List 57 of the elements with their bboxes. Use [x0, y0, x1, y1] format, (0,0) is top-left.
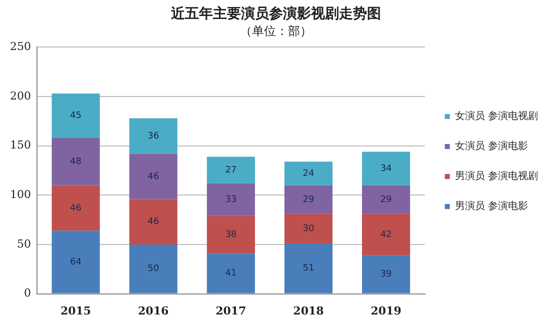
bar	[362, 214, 410, 256]
data-label: 39	[380, 270, 392, 280]
bar	[129, 118, 178, 154]
y-tick-label: 50	[16, 237, 31, 250]
data-label: 42	[380, 230, 392, 240]
data-label: 46	[70, 203, 82, 214]
data-label: 46	[148, 217, 160, 228]
data-label: 27	[225, 165, 237, 176]
legend-label: 男演员 参演电影	[454, 200, 528, 212]
bar	[284, 214, 333, 244]
y-tick-label: 200	[10, 89, 31, 102]
bar	[206, 253, 255, 294]
bar	[52, 185, 100, 231]
bar	[362, 255, 410, 294]
bar	[129, 154, 178, 200]
y-tick-label: 100	[10, 188, 31, 202]
data-label: 46	[148, 172, 160, 182]
data-label: 33	[225, 194, 237, 205]
bar	[362, 185, 410, 214]
bar	[284, 185, 333, 214]
data-label: 36	[148, 131, 160, 142]
bar	[129, 199, 178, 244]
bar	[206, 216, 255, 254]
chart-title: 近五年主要演员参演影视剧走势图	[170, 5, 381, 22]
bar	[284, 243, 333, 294]
bar	[52, 230, 100, 294]
data-label: 34	[380, 164, 392, 174]
x-tick-label: 2019	[370, 304, 402, 318]
data-label: 45	[70, 111, 82, 122]
data-label: 50	[148, 264, 160, 274]
legend-label: 男演员 参演电视剧	[454, 170, 538, 182]
data-label: 38	[225, 230, 237, 240]
chart-subtitle: （单位：部）	[240, 24, 312, 38]
bar	[362, 152, 410, 186]
data-label: 64	[70, 257, 82, 268]
data-label: 24	[302, 168, 314, 179]
x-tick-label: 2016	[138, 304, 169, 318]
bar	[52, 94, 100, 138]
data-label: 51	[302, 264, 314, 274]
bar	[52, 138, 100, 186]
y-tick-label: 250	[10, 40, 31, 54]
y-tick-label: 0	[24, 286, 31, 300]
x-tick-label: 2017	[216, 304, 246, 318]
bar	[206, 156, 255, 184]
bar	[129, 244, 178, 294]
data-label: 41	[225, 268, 237, 279]
legend-label: 女演员 参演电视剧	[454, 110, 538, 122]
y-tick-label: 150	[10, 138, 31, 152]
legend-label: 女演员 参演电影	[454, 140, 528, 152]
data-label: 30	[302, 224, 314, 234]
bar	[206, 183, 255, 216]
x-tick-label: 2015	[60, 304, 92, 318]
data-label: 48	[70, 156, 82, 167]
bar	[284, 162, 333, 186]
x-tick-label: 2018	[293, 304, 324, 318]
data-label: 29	[302, 194, 314, 205]
data-label: 29	[380, 194, 392, 205]
